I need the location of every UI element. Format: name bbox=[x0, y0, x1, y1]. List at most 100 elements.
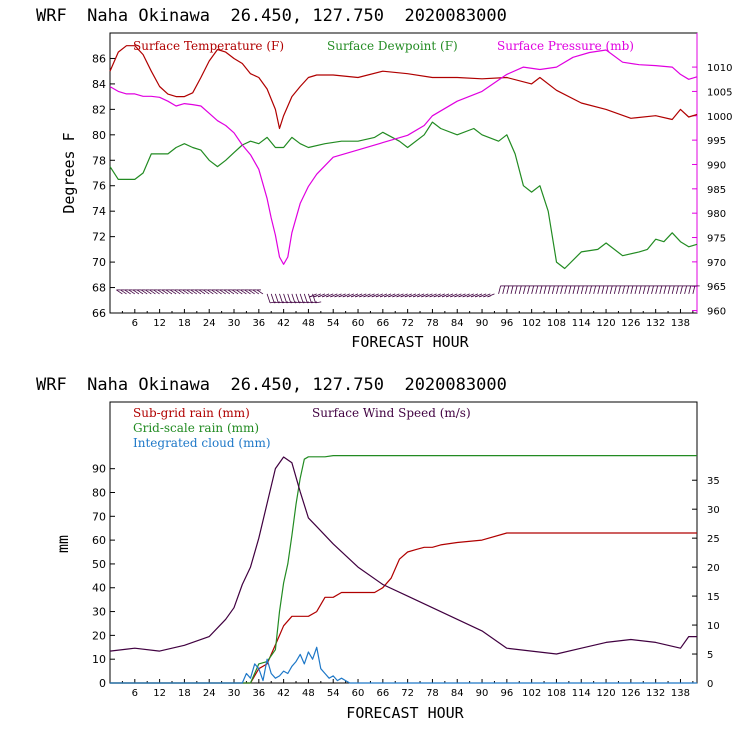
y-tick-label: 30 bbox=[92, 606, 106, 619]
x-tick-label: 36 bbox=[252, 688, 265, 699]
x-tick-label: 78 bbox=[426, 318, 439, 329]
wind-barb-flag bbox=[379, 295, 384, 298]
wind-barb-flag bbox=[350, 295, 355, 298]
wind-barb-staff bbox=[663, 285, 667, 295]
wind-barb-staff bbox=[279, 293, 283, 304]
wind-barb-staff bbox=[622, 285, 625, 295]
wind-barb-staff bbox=[576, 285, 580, 295]
y2-tick-label: 975 bbox=[707, 234, 726, 245]
wind-barb-flag bbox=[334, 295, 338, 298]
series-line-surface-wind-speed bbox=[109, 456, 697, 655]
wind-barb-staff bbox=[299, 293, 304, 304]
wind-barb-flag bbox=[437, 295, 442, 298]
wind-barb-staff bbox=[547, 285, 551, 295]
y-tick-label: 72 bbox=[92, 231, 106, 244]
x-tick-label: 138 bbox=[671, 688, 690, 699]
y-tick-label: 66 bbox=[92, 307, 106, 320]
wind-barb-staff bbox=[522, 285, 526, 295]
wind-barb-staff bbox=[601, 285, 605, 295]
y2-tick-label: 1000 bbox=[707, 112, 732, 123]
wind-barb-flag bbox=[315, 301, 322, 304]
wind-barb-staff bbox=[145, 289, 152, 295]
wind-barb-flag bbox=[278, 301, 285, 304]
wind-barb-flag bbox=[388, 295, 392, 298]
wind-barb-flag bbox=[346, 295, 351, 298]
wind-barb-staff bbox=[274, 293, 279, 304]
wind-barb-flag bbox=[342, 295, 347, 298]
wind-barb-flag bbox=[450, 295, 454, 298]
wind-barb-staff bbox=[266, 293, 271, 304]
wind-barb-flag bbox=[321, 295, 326, 298]
top-plot-frame bbox=[109, 32, 698, 314]
wind-barb-flag bbox=[309, 295, 314, 298]
wind-barb-staff bbox=[248, 289, 255, 295]
y2-tick-label: 20 bbox=[707, 563, 720, 574]
wind-barb-staff bbox=[626, 285, 630, 295]
y-tick-label: 10 bbox=[92, 653, 106, 666]
top-series-lines bbox=[109, 45, 698, 270]
wind-barb-staff bbox=[202, 289, 210, 295]
wind-barb-staff bbox=[295, 293, 300, 304]
top-panel-header: WRF Naha Okinawa 26.450, 127.750 2020083… bbox=[36, 6, 507, 26]
series-line-sub-grid-rain bbox=[110, 532, 697, 684]
y2-tick-label: 15 bbox=[707, 592, 720, 603]
wind-barb-staff bbox=[174, 289, 181, 295]
x-tick-label: 18 bbox=[178, 318, 191, 329]
wind-barb-flag bbox=[404, 295, 409, 298]
wind-barb-flag bbox=[412, 295, 417, 298]
wind-barb-flag bbox=[408, 295, 413, 298]
wind-barb-staff bbox=[223, 289, 231, 295]
x-tick-label: 72 bbox=[401, 318, 414, 329]
wind-barb-flag bbox=[466, 295, 471, 298]
wind-barb-staff bbox=[642, 285, 646, 295]
wind-barb-staff bbox=[556, 285, 559, 295]
wind-barb-staff bbox=[252, 289, 260, 295]
wind-barb-staff bbox=[165, 289, 173, 295]
wind-barb-flag bbox=[313, 295, 318, 298]
y-tick-label: 68 bbox=[92, 282, 106, 295]
wind-barb-staff bbox=[655, 285, 659, 295]
wind-barb-flag bbox=[454, 295, 458, 298]
y-tick-label: 20 bbox=[92, 629, 106, 642]
wind-barb-staff bbox=[638, 285, 642, 295]
x-tick-label: 30 bbox=[228, 318, 241, 329]
x-tick-label: 84 bbox=[451, 318, 464, 329]
wind-barb-staff bbox=[211, 289, 218, 295]
legend-surface-wind-speed: Surface Wind Speed (m/s) bbox=[312, 406, 471, 420]
x-tick-label: 24 bbox=[203, 688, 216, 699]
y2-tick-label: 980 bbox=[707, 209, 726, 220]
wind-barb-staff bbox=[651, 285, 654, 295]
wind-barb-staff bbox=[140, 289, 148, 295]
wind-barb-flag bbox=[355, 295, 359, 298]
x-tick-label: 114 bbox=[572, 318, 591, 329]
wind-barb-flag bbox=[417, 295, 421, 298]
wind-barb-flag bbox=[290, 301, 297, 304]
x-tick-label: 132 bbox=[646, 688, 665, 699]
legend-surface-dewpoint: Surface Dewpoint (F) bbox=[327, 39, 458, 53]
wind-barb-staff bbox=[506, 285, 510, 295]
wind-barb-staff bbox=[194, 289, 202, 295]
x-tick-label: 132 bbox=[646, 318, 665, 329]
y2-tick-label: 990 bbox=[707, 160, 726, 171]
wind-barb-flag bbox=[392, 295, 396, 298]
wind-barb-staff bbox=[593, 285, 597, 295]
wind-barb-staff bbox=[308, 293, 312, 304]
wind-barb-flag bbox=[298, 301, 305, 304]
wind-barb-staff bbox=[634, 285, 638, 295]
wind-barb-staff bbox=[527, 285, 530, 295]
series-line-surface-pressure bbox=[109, 49, 698, 265]
y-tick-label: 86 bbox=[92, 52, 106, 65]
wind-barb-staff bbox=[169, 289, 177, 295]
wind-barb-staff bbox=[124, 289, 131, 295]
wind-barb-flag bbox=[396, 295, 400, 298]
y-tick-label: 80 bbox=[92, 129, 106, 142]
wind-barb-staff bbox=[236, 289, 243, 295]
series-line-surface-dewpoint bbox=[109, 121, 698, 270]
y2-tick-label: 25 bbox=[707, 534, 720, 545]
x-tick-label: 120 bbox=[597, 318, 616, 329]
wind-barb-staff bbox=[539, 285, 543, 295]
x-tick-label: 90 bbox=[476, 688, 489, 699]
wind-barb-flag bbox=[429, 295, 433, 298]
wind-barb-staff bbox=[580, 285, 584, 295]
wind-barb-staff bbox=[182, 289, 189, 295]
